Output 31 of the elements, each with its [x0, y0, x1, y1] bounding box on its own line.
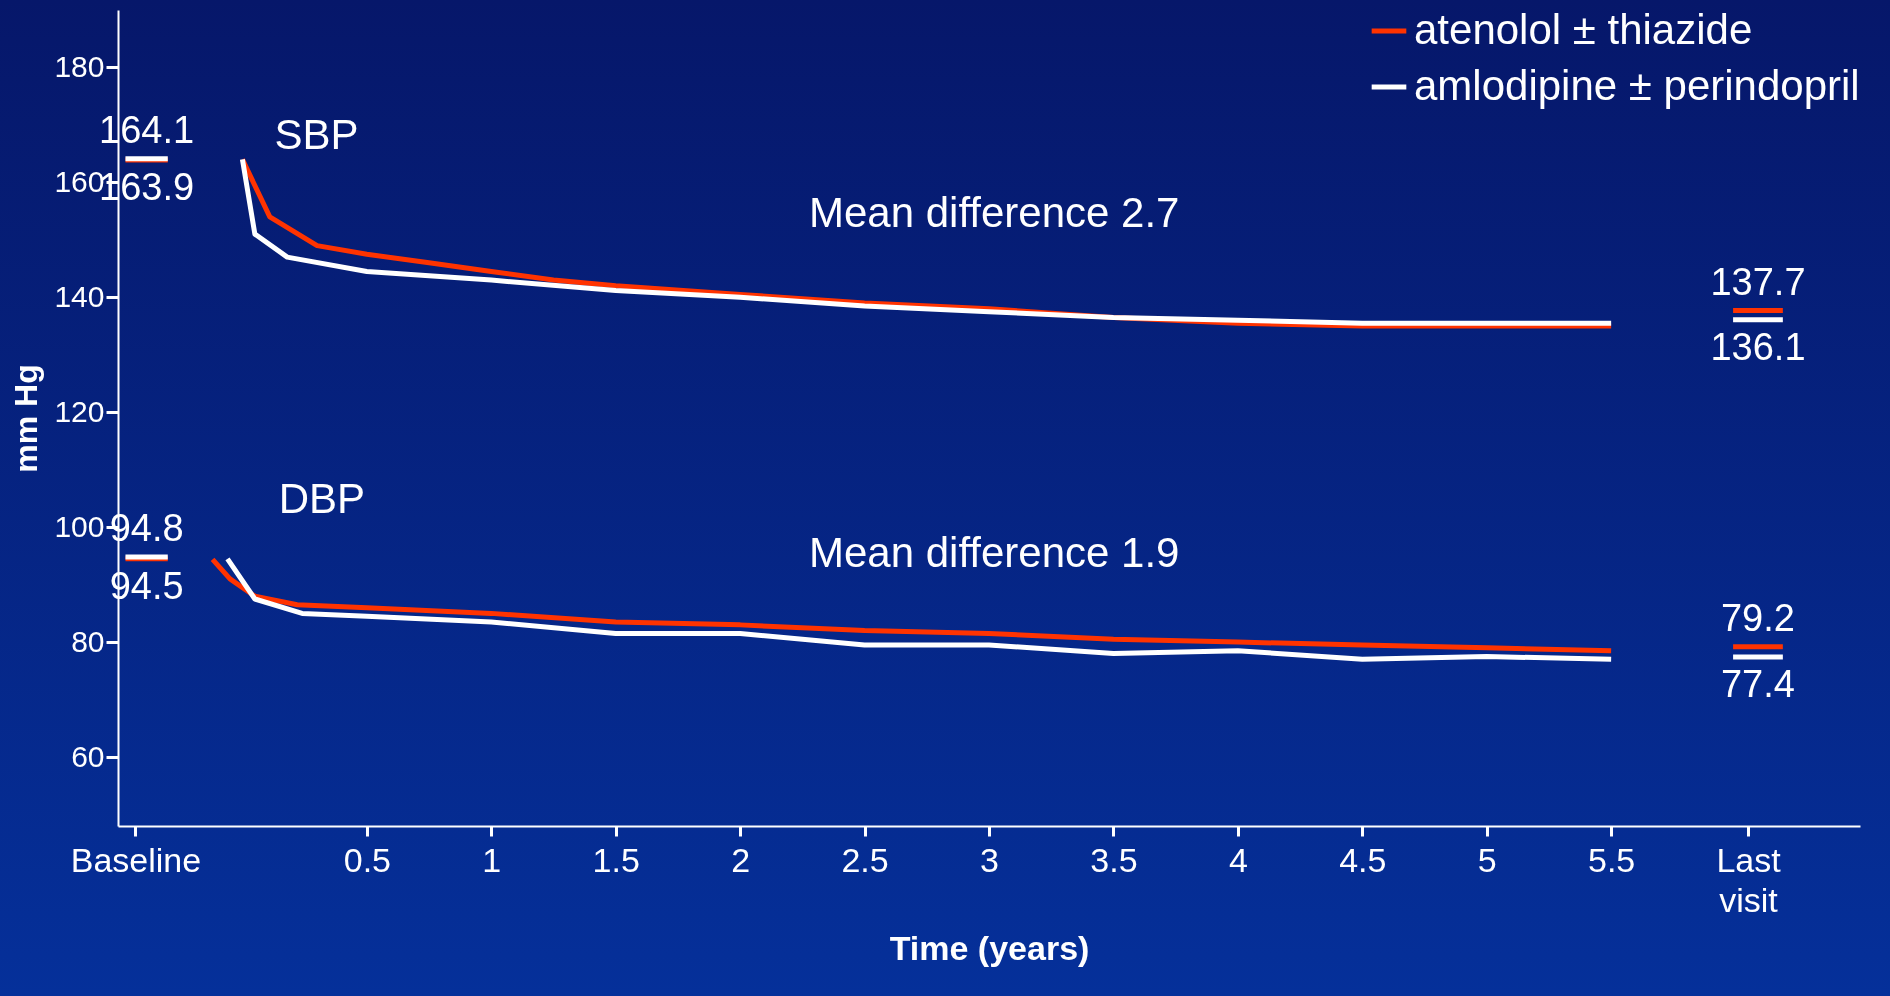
- y-tick-label: 120: [54, 394, 105, 428]
- data-label: 136.1: [1710, 325, 1806, 368]
- x-tick-label: Last visit: [1716, 840, 1782, 919]
- x-tick-label: 4.5: [1339, 840, 1387, 879]
- legend-label: atenolol ± thiazide: [1414, 6, 1753, 53]
- x-tick-label: 5: [1477, 840, 1497, 879]
- data-label: 77.4: [1720, 663, 1795, 706]
- y-tick-label: 180: [54, 49, 105, 83]
- x-tick-label: 5.5: [1588, 840, 1636, 879]
- y-tick-label: 140: [54, 279, 105, 313]
- x-tick-label: Baseline: [70, 840, 202, 879]
- x-tick-label: 4: [1228, 840, 1248, 879]
- x-tick-label: 3: [980, 840, 999, 879]
- y-tick-label: 100: [54, 509, 105, 543]
- y-tick-label: 80: [71, 624, 105, 658]
- x-tick-label: 1: [482, 840, 502, 879]
- annotation: DBP: [278, 474, 365, 522]
- x-axis-title: Time (years): [889, 928, 1090, 967]
- annotation: SBP: [274, 111, 359, 159]
- annotation: Mean difference 1.9: [808, 529, 1180, 577]
- data-label: 79.2: [1720, 596, 1795, 639]
- data-label: 137.7: [1710, 260, 1806, 303]
- x-tick-label: 0.5: [343, 840, 391, 879]
- y-axis-title: mm Hg: [8, 364, 45, 473]
- legend-label: amlodipine ± perindopril: [1414, 62, 1860, 109]
- x-tick-label: 1.5: [592, 840, 640, 879]
- x-tick-label: 2: [731, 840, 751, 879]
- annotation: Mean difference 2.7: [808, 189, 1180, 236]
- x-tick-label: 3.5: [1090, 840, 1138, 879]
- y-tick-label: 60: [71, 739, 105, 773]
- x-tick-label: 2.5: [841, 840, 889, 879]
